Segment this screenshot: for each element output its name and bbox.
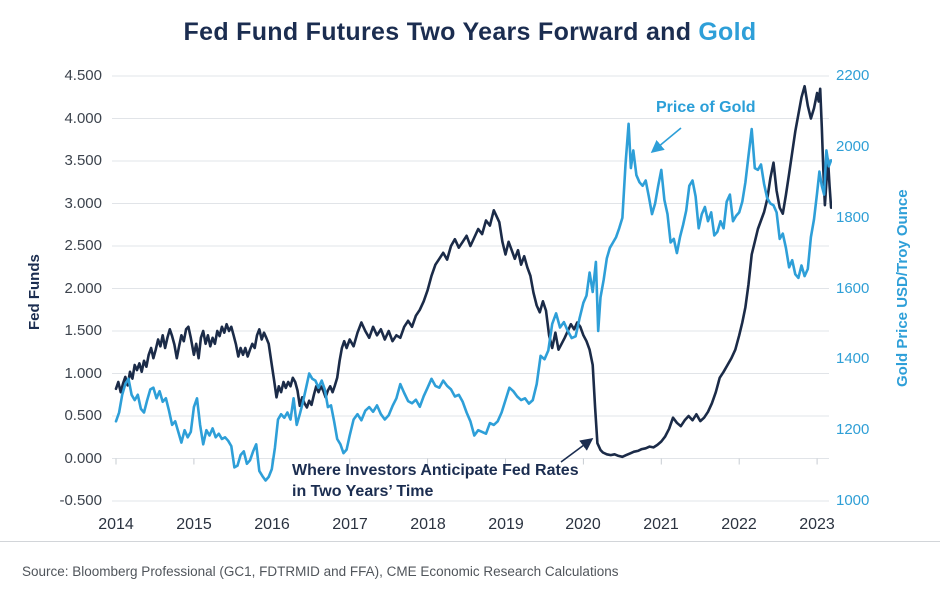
x-axis-tick-label: 2018 — [410, 516, 446, 533]
source-note: Source: Bloomberg Professional (GC1, FDT… — [22, 564, 619, 579]
chart-title-main: Fed Fund Futures Two Years Forward and — [183, 18, 692, 46]
y-right-tick-label: 1400 — [836, 350, 870, 367]
y-right-tick-label: 2200 — [836, 67, 870, 84]
x-axis-tick-label: 2023 — [799, 516, 835, 533]
x-axis-tick-label: 2019 — [488, 516, 524, 533]
y-left-tick-label: 1.000 — [64, 365, 102, 382]
y-left-tick-label: -0.500 — [59, 492, 102, 509]
chart-title-gold: Gold — [698, 18, 757, 46]
x-axis-ticks — [115, 458, 818, 465]
y-right-tick-label: 1600 — [836, 280, 870, 297]
chart-title: Fed Fund Futures Two Years Forward and Go… — [0, 18, 940, 47]
x-axis-tick-label: 2016 — [254, 516, 290, 533]
y-left-tick-label: 2.000 — [64, 280, 102, 297]
y-left-tick-label: 4.500 — [64, 67, 102, 84]
x-axis-tick-label: 2020 — [565, 516, 601, 533]
y-right-tick-label: 1200 — [836, 421, 870, 438]
gold-annotation-arrow — [650, 127, 682, 154]
y-left-tick-label: 3.500 — [64, 152, 102, 169]
y-left-tick-label: 2.500 — [64, 237, 102, 254]
y-left-tick-label: 0.500 — [64, 407, 102, 424]
grid-lines — [112, 75, 829, 502]
annotation-fed-rates-line1: Where Investors Anticipate Fed Rates — [292, 462, 579, 479]
annotation-fed-rates-line2: in Two Years’ Time — [292, 483, 434, 500]
series-lines — [114, 84, 832, 482]
y-left-tick-label: 4.000 — [64, 110, 102, 127]
y-left-tick-label: 1.500 — [64, 322, 102, 339]
x-axis-tick-label: 2014 — [98, 516, 134, 533]
y-right-tick-label: 2000 — [836, 138, 870, 155]
x-axis-tick-label: 2015 — [176, 516, 212, 533]
y-right-tick-label: 1800 — [836, 209, 870, 226]
annotation-price-of-gold: Price of Gold — [656, 99, 756, 116]
y-left-tick-label: 0.000 — [64, 450, 102, 467]
x-axis-tick-label: 2022 — [721, 516, 757, 533]
footer-divider — [0, 541, 940, 542]
fed-funds-line — [114, 84, 832, 459]
annotation-fed-rates: Where Investors Anticipate Fed Rates in … — [292, 460, 579, 502]
y-left-tick-label: 3.000 — [64, 195, 102, 212]
gold-line — [114, 122, 832, 482]
x-axis-tick-label: 2021 — [643, 516, 679, 533]
y-right-tick-label: 1000 — [836, 492, 870, 509]
fed-annotation-arrow — [560, 438, 594, 463]
x-axis-tick-label: 2017 — [332, 516, 368, 533]
